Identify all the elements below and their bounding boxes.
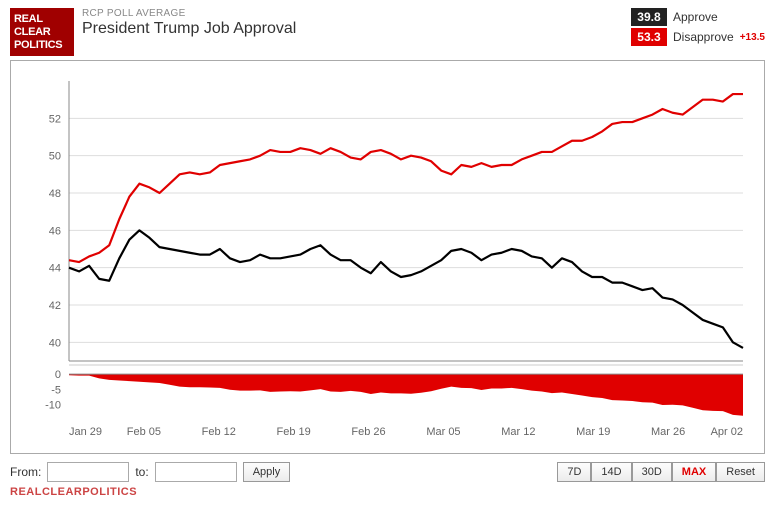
disapprove-label: Disapprove xyxy=(673,30,734,44)
svg-text:42: 42 xyxy=(49,300,61,312)
spread-delta: +13.5 xyxy=(740,32,765,43)
header: REAL CLEAR POLITICS RCP POLL AVERAGE Pre… xyxy=(10,8,765,56)
approve-label: Approve xyxy=(673,10,718,24)
svg-text:-5: -5 xyxy=(51,384,61,396)
poll-chart: 40 42 44 46 48 50 52 0 -5 -10 Jan 29 Feb 05 Feb 12 Fe… xyxy=(21,71,751,451)
to-label: to: xyxy=(135,465,148,479)
svg-text:46: 46 xyxy=(49,225,61,237)
range-button-reset[interactable]: Reset xyxy=(716,462,765,482)
range-button-max[interactable]: MAX xyxy=(672,462,716,482)
svg-text:Mar 19: Mar 19 xyxy=(576,426,610,438)
svg-text:48: 48 xyxy=(49,188,61,200)
disapprove-value-badge: 53.3 xyxy=(631,28,667,46)
range-button-30d[interactable]: 30D xyxy=(632,462,672,482)
range-button-group: 7D14D30DMAXReset xyxy=(557,462,765,482)
svg-text:Mar 26: Mar 26 xyxy=(651,426,685,438)
approve-value-badge: 39.8 xyxy=(631,8,667,26)
title-block: RCP POLL AVERAGE President Trump Job App… xyxy=(82,8,623,38)
legend-disapprove: 53.3 Disapprove +13.5 xyxy=(631,28,765,46)
from-date-input[interactable] xyxy=(47,462,129,482)
svg-text:Mar 12: Mar 12 xyxy=(501,426,535,438)
legend: 39.8 Approve 53.3 Disapprove +13.5 xyxy=(631,8,765,46)
svg-text:Apr 02: Apr 02 xyxy=(711,426,743,438)
logo-line: POLITICS xyxy=(14,39,70,52)
chart-subtitle: RCP POLL AVERAGE xyxy=(82,8,623,19)
apply-button[interactable]: Apply xyxy=(243,462,291,482)
logo-line: CLEAR xyxy=(14,26,70,39)
chart-title: President Trump Job Approval xyxy=(82,20,623,38)
svg-text:Jan 29: Jan 29 xyxy=(69,426,102,438)
svg-text:52: 52 xyxy=(49,113,61,125)
legend-approve: 39.8 Approve xyxy=(631,8,765,26)
svg-text:0: 0 xyxy=(55,369,61,381)
range-button-14d[interactable]: 14D xyxy=(591,462,631,482)
svg-text:-10: -10 xyxy=(45,400,61,412)
svg-text:Feb 12: Feb 12 xyxy=(202,426,236,438)
svg-text:Feb 19: Feb 19 xyxy=(277,426,311,438)
svg-text:Mar 05: Mar 05 xyxy=(426,426,460,438)
svg-text:44: 44 xyxy=(49,263,61,275)
chart-container: 40 42 44 46 48 50 52 0 -5 -10 Jan 29 Feb 05 Feb 12 Fe… xyxy=(10,60,765,454)
to-date-input[interactable] xyxy=(155,462,237,482)
svg-text:Feb 26: Feb 26 xyxy=(351,426,385,438)
controls-bar: From: to: Apply 7D14D30DMAXReset xyxy=(10,462,765,482)
from-label: From: xyxy=(10,465,41,479)
range-button-7d[interactable]: 7D xyxy=(557,462,591,482)
footer-brand: REALCLEARPOLITICS xyxy=(10,486,765,498)
svg-text:40: 40 xyxy=(49,337,61,349)
svg-text:50: 50 xyxy=(49,151,61,163)
logo-line: REAL xyxy=(14,13,70,26)
rcp-logo: REAL CLEAR POLITICS xyxy=(10,8,74,56)
svg-text:Feb 05: Feb 05 xyxy=(127,426,161,438)
